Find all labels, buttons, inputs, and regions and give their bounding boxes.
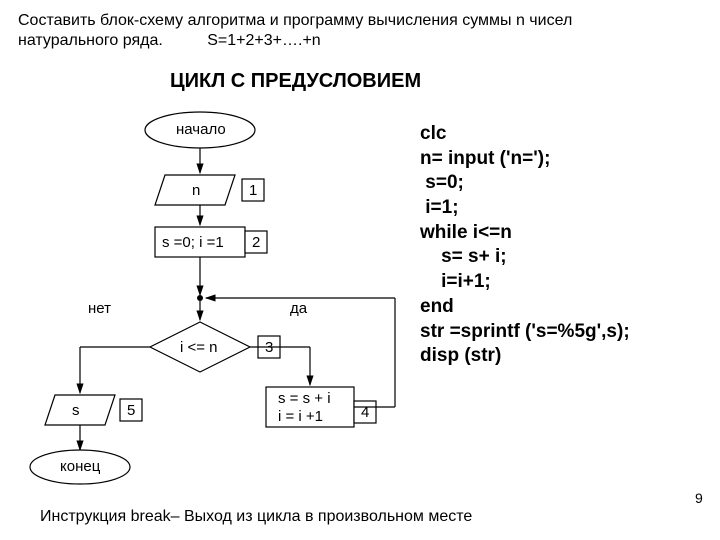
fc-no: нет: [88, 300, 111, 317]
fc-input-n: n: [192, 182, 200, 199]
fc-step4: 4: [361, 404, 369, 421]
fc-body1: s = s + i: [278, 390, 331, 407]
fc-body2: i = i +1: [278, 408, 323, 425]
page-number: 9: [695, 490, 703, 506]
fc-out-s: s: [72, 402, 80, 419]
footnote: Инструкция break– Выход из цикла в произ…: [40, 508, 472, 526]
fc-step3: 3: [265, 339, 273, 356]
code-listing: clc n= input ('n='); s=0; i=1; while i<=…: [420, 122, 630, 369]
fc-start: начало: [176, 121, 226, 138]
fc-cond: i <= n: [180, 339, 218, 356]
fc-step5: 5: [127, 402, 135, 419]
fc-init: s =0; i =1: [162, 234, 224, 251]
fc-step2: 2: [252, 234, 260, 251]
fc-end: конец: [60, 458, 100, 475]
fc-yes: да: [290, 300, 307, 317]
fc-step1: 1: [249, 182, 257, 199]
